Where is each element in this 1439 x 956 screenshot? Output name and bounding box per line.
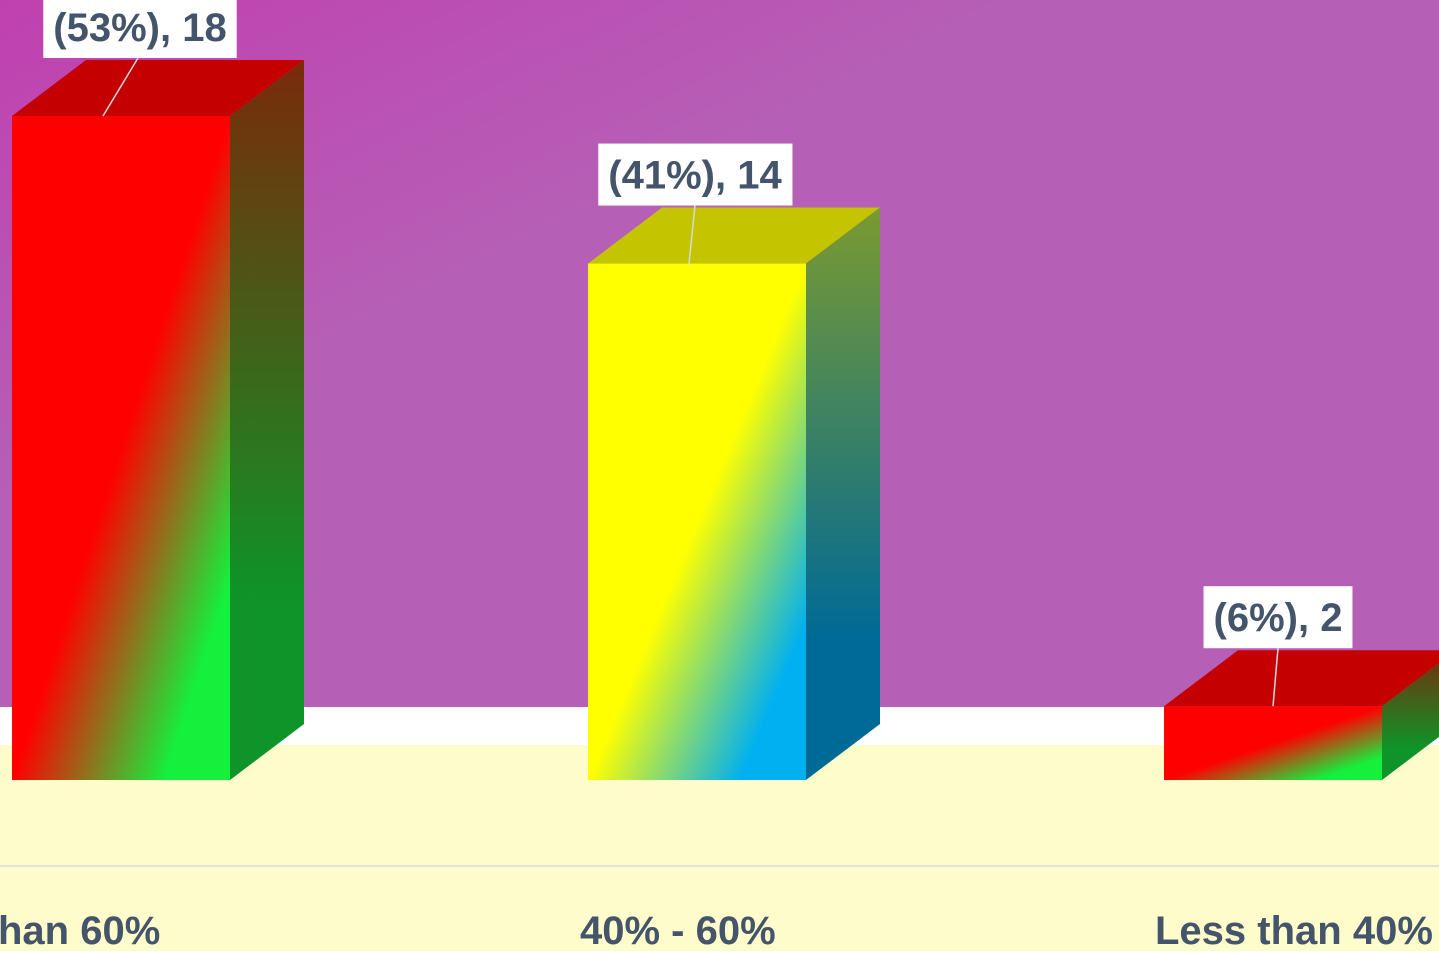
bar-front-face — [12, 116, 230, 780]
category-label-1: 40% - 60% — [580, 909, 776, 951]
category-label-0: han 60% — [0, 909, 160, 951]
bar-top-face — [588, 207, 880, 264]
data-labels: (53%), 18 (41%), 14 (6%), 2 — [43, 0, 1353, 707]
bar-0 — [12, 60, 304, 780]
data-label-box — [1203, 586, 1353, 649]
leader-line — [688, 205, 696, 264]
bar-2 — [1164, 650, 1439, 780]
bar-1 — [588, 207, 880, 781]
bar-top-face — [12, 60, 304, 116]
bars — [12, 60, 1439, 781]
leader-line — [1272, 648, 1279, 707]
data-label-text: (6%), 2 — [1214, 596, 1343, 640]
bar-front-face — [588, 263, 806, 780]
leader-line — [102, 57, 139, 117]
data-label-1: (41%), 14 — [598, 143, 793, 264]
bar-front-face — [1164, 706, 1382, 780]
bar-side-face — [230, 60, 304, 780]
data-label-text: (41%), 14 — [608, 154, 782, 198]
data-label-box — [598, 143, 793, 206]
data-label-text: (53%), 18 — [53, 6, 226, 50]
data-label-0: (53%), 18 — [43, 0, 237, 117]
bar-top-face — [1164, 650, 1439, 707]
category-label-2: Less than 40% — [1155, 909, 1433, 951]
category-axis: han 60% 40% - 60% Less than 40% — [0, 909, 1433, 953]
bar-side-face — [806, 207, 880, 781]
data-label-box — [43, 0, 237, 58]
bar-side-face — [1382, 663, 1439, 780]
data-label-2: (6%), 2 — [1203, 586, 1353, 707]
